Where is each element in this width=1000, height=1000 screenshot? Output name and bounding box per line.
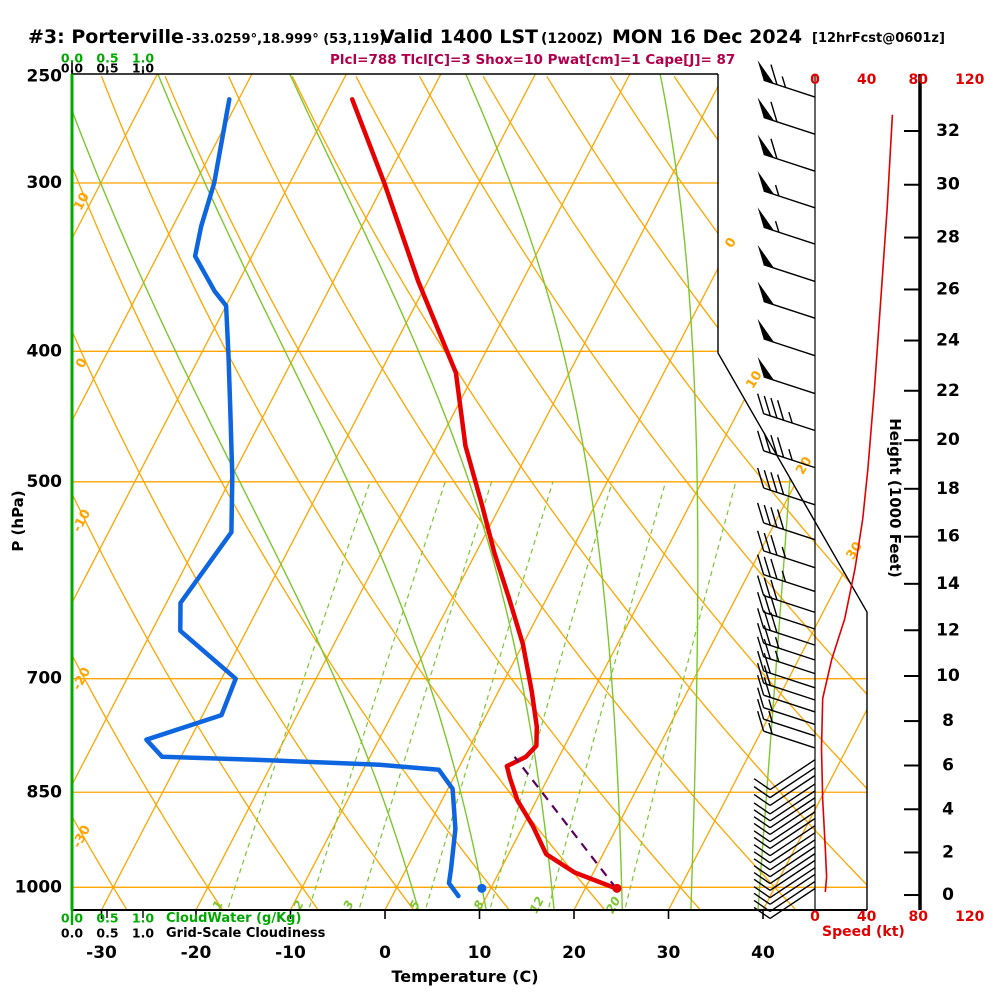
svg-text:80: 80 — [908, 72, 928, 88]
cloudwater-scale-title: CloudWater (g/Kg) — [166, 911, 302, 926]
svg-text:16: 16 — [936, 527, 960, 547]
svg-text:22: 22 — [936, 381, 960, 401]
svg-text:0: 0 — [942, 885, 954, 905]
cloudiness-scale-title: Grid-Scale Cloudiness — [166, 926, 326, 941]
svg-text:40: 40 — [857, 909, 877, 925]
svg-text:40: 40 — [751, 943, 775, 963]
svg-text:500: 500 — [27, 472, 63, 492]
svg-text:40: 40 — [857, 72, 877, 88]
svg-text:1000: 1000 — [15, 877, 62, 897]
svg-text:0: 0 — [810, 909, 820, 925]
svg-text:0: 0 — [73, 356, 90, 371]
svg-text:0.0: 0.0 — [61, 911, 83, 926]
svg-text:4: 4 — [942, 799, 954, 819]
svg-text:-10: -10 — [275, 943, 306, 963]
svg-text:2: 2 — [942, 842, 954, 862]
svg-text:850: 850 — [27, 782, 63, 802]
svg-text:120: 120 — [955, 72, 984, 88]
svg-text:0.0: 0.0 — [61, 61, 83, 76]
svg-text:24: 24 — [936, 331, 960, 351]
svg-text:10: 10 — [71, 190, 93, 213]
station-title: #3: Porterville — [28, 26, 184, 48]
svg-text:6: 6 — [942, 755, 954, 775]
zulu-time: (1200Z) — [541, 31, 603, 47]
svg-text:0: 0 — [810, 72, 820, 88]
svg-text:1.0: 1.0 — [132, 51, 154, 66]
svg-text:12: 12 — [527, 894, 547, 915]
svg-text:0.5: 0.5 — [96, 51, 118, 66]
svg-text:300: 300 — [27, 173, 63, 193]
svg-text:250: 250 — [27, 66, 63, 86]
svg-text:0.5: 0.5 — [96, 61, 118, 76]
svg-text:400: 400 — [27, 341, 63, 361]
svg-text:20: 20 — [562, 943, 586, 963]
pressure-axis-title: P (hPa) — [9, 490, 27, 552]
svg-text:1.0: 1.0 — [132, 911, 154, 926]
svg-text:1.0: 1.0 — [132, 926, 154, 941]
svg-text:32: 32 — [936, 121, 960, 141]
svg-text:10: 10 — [936, 666, 960, 686]
svg-text:20: 20 — [603, 894, 623, 915]
svg-text:120: 120 — [955, 909, 984, 925]
svg-text:-20: -20 — [181, 943, 212, 963]
valid-time: Valid 1400 LST — [380, 26, 538, 48]
svg-text:0: 0 — [379, 943, 391, 963]
valid-date: MON 16 Dec 2024 — [612, 26, 803, 48]
sounding-indices: Plcl=788 Tlcl[C]=3 Shox=10 Pwat[cm]=1 Ca… — [330, 52, 736, 68]
temperature-axis-title: Temperature (C) — [391, 967, 539, 986]
svg-text:14: 14 — [936, 574, 960, 594]
svg-text:0.5: 0.5 — [96, 911, 118, 926]
svg-text:1.0: 1.0 — [132, 61, 154, 76]
svg-text:8: 8 — [942, 711, 954, 731]
station-coordinates: -33.0259°,18.999° (53,119) — [186, 32, 386, 47]
svg-text:0.0: 0.0 — [61, 51, 83, 66]
speed-axis-title: Speed (kt) — [822, 924, 905, 940]
svg-text:0: 0 — [722, 235, 740, 251]
svg-text:30: 30 — [936, 175, 960, 195]
svg-text:-30: -30 — [70, 823, 94, 851]
svg-text:700: 700 — [27, 669, 63, 689]
svg-text:18: 18 — [936, 479, 960, 499]
svg-text:30: 30 — [844, 539, 866, 562]
svg-text:26: 26 — [936, 279, 960, 299]
svg-text:30: 30 — [657, 943, 681, 963]
svg-text:12: 12 — [936, 620, 960, 640]
svg-text:28: 28 — [936, 228, 960, 248]
svg-text:20: 20 — [936, 430, 960, 450]
svg-text:-30: -30 — [86, 943, 117, 963]
svg-text:0.0: 0.0 — [61, 926, 83, 941]
svg-text:80: 80 — [908, 909, 928, 925]
svg-text:10: 10 — [468, 943, 492, 963]
forecast-cycle: [12hrFcst@0601z] — [812, 31, 945, 46]
svg-text:0.5: 0.5 — [96, 926, 118, 941]
height-axis-title: Height (1000 Feet) — [886, 418, 904, 578]
